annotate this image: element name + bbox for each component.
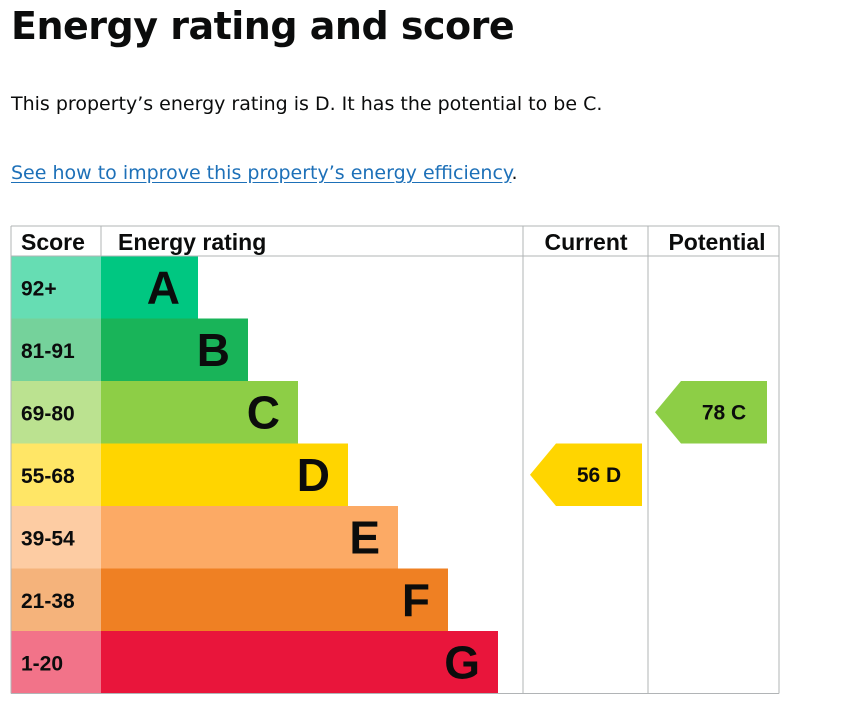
potential-rating-arrow bbox=[655, 381, 767, 444]
improve-link-line: See how to improve this property’s energ… bbox=[11, 159, 518, 187]
potential-rating-label: 78 C bbox=[702, 401, 746, 424]
score-range-e: 39-54 bbox=[21, 527, 75, 550]
band-bar-f bbox=[101, 568, 448, 631]
header-score: Score bbox=[21, 229, 85, 255]
band-bar-a bbox=[101, 256, 198, 319]
current-rating-label: 56 D bbox=[577, 464, 621, 487]
band-letter-d: D bbox=[297, 449, 330, 501]
band-bar-b bbox=[101, 318, 248, 381]
band-letter-f: F bbox=[402, 574, 430, 626]
band-bar-g bbox=[101, 631, 498, 694]
link-suffix: . bbox=[511, 162, 518, 184]
bands-group: 92+ A 81-91 B 69-80 C 55-68 D 39-54 E 21-38 F 1-20 G bbox=[11, 256, 498, 694]
score-range-c: 69-80 bbox=[21, 402, 75, 425]
score-cell-e bbox=[11, 506, 101, 569]
band-bar-d bbox=[101, 443, 348, 506]
band-letter-a: A bbox=[147, 261, 180, 313]
score-range-a: 92+ bbox=[21, 277, 57, 300]
header-current: Current bbox=[544, 229, 627, 255]
band-letter-b: B bbox=[197, 324, 230, 376]
band-bar-e bbox=[101, 506, 398, 569]
header-potential: Potential bbox=[668, 229, 765, 255]
rating-summary: This property’s energy rating is D. It h… bbox=[11, 93, 603, 115]
arrows-group: 56 D 78 C bbox=[530, 381, 767, 506]
score-cell-b bbox=[11, 318, 101, 381]
band-bar-c bbox=[101, 381, 298, 444]
score-range-g: 1-20 bbox=[21, 652, 63, 675]
score-cell-g bbox=[11, 631, 101, 694]
score-cell-c bbox=[11, 381, 101, 444]
table-grid bbox=[10, 225, 780, 694]
current-rating-arrow bbox=[530, 443, 642, 506]
score-range-b: 81-91 bbox=[21, 340, 75, 363]
band-letter-e: E bbox=[349, 511, 380, 563]
score-cell-a bbox=[11, 256, 101, 319]
page-title: Energy rating and score bbox=[11, 4, 515, 48]
header-energy-rating: Energy rating bbox=[118, 229, 266, 255]
score-cell-d bbox=[11, 443, 101, 506]
band-letter-g: G bbox=[444, 636, 480, 688]
score-range-d: 55-68 bbox=[21, 465, 75, 488]
score-cell-f bbox=[11, 568, 101, 631]
improve-efficiency-link[interactable]: See how to improve this property’s energ… bbox=[11, 162, 512, 184]
score-range-f: 21-38 bbox=[21, 590, 75, 613]
band-letter-c: C bbox=[247, 386, 280, 438]
